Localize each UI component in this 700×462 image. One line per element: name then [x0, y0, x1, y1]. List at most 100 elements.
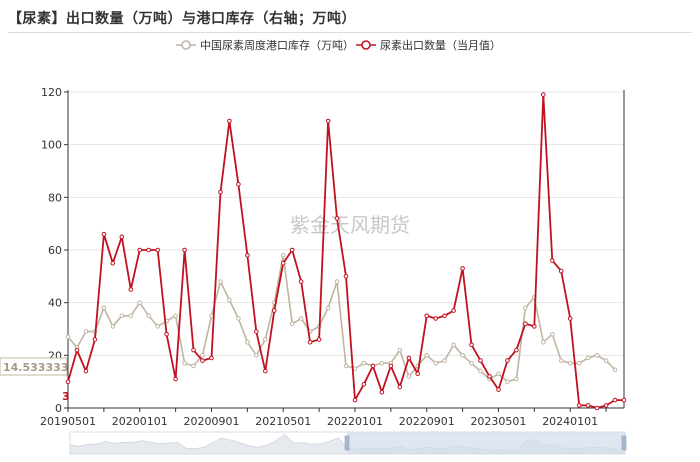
data-point — [460, 353, 465, 358]
data-point — [227, 118, 232, 124]
data-point — [137, 300, 142, 306]
data-point — [415, 371, 421, 377]
grid — [68, 91, 624, 356]
data-point — [514, 376, 519, 382]
data-point — [343, 274, 349, 279]
data-point — [505, 358, 510, 363]
y-tick-label: 40 — [48, 297, 62, 310]
data-point — [298, 279, 304, 284]
data-point — [119, 234, 125, 240]
series-lines — [65, 92, 627, 411]
legend-marker — [181, 40, 191, 50]
data-point — [343, 363, 349, 369]
data-point — [397, 347, 403, 353]
left-pointer-label: 14.533333 — [3, 361, 68, 374]
legend-label: 尿素出口数量（当月值） — [380, 38, 501, 52]
data-point — [280, 260, 286, 266]
data-point — [298, 316, 304, 321]
data-point — [406, 374, 412, 379]
data-point — [406, 355, 412, 361]
slider-handle-left[interactable] — [344, 435, 350, 451]
data-point — [218, 189, 223, 195]
x-tick-label: 20210501 — [255, 415, 311, 428]
data-point — [209, 355, 214, 361]
data-point — [612, 367, 618, 373]
data-point — [478, 358, 483, 363]
x-tick-label: 20200101 — [112, 415, 168, 428]
data-point — [594, 405, 600, 411]
data-point — [379, 389, 385, 395]
x-tick-label: 20230501 — [470, 415, 526, 428]
data-point — [433, 316, 439, 321]
data-point — [263, 337, 268, 342]
data-point — [496, 387, 501, 392]
data-point — [433, 360, 439, 366]
data-point — [550, 258, 555, 263]
legend[interactable]: 中国尿素周度港口库存（万吨） 尿素出口数量（当月值） — [176, 38, 501, 52]
data-point — [532, 324, 537, 329]
watermark-text: 紫金天风期货 — [290, 213, 410, 237]
data-point — [334, 216, 340, 221]
data-point — [110, 324, 116, 329]
data-point — [541, 92, 546, 97]
data-point — [289, 321, 295, 327]
data-point — [245, 339, 250, 345]
data-point — [128, 287, 134, 292]
data-point — [182, 247, 187, 253]
legend-item-inventory[interactable]: 中国尿素周度港口库存（万吨） — [176, 38, 354, 52]
data-point — [397, 384, 403, 390]
data-point — [307, 339, 313, 345]
x-tick-label: 20220101 — [327, 415, 383, 428]
slider-handle-right[interactable] — [621, 435, 627, 451]
data-point — [164, 332, 169, 337]
data-point — [245, 253, 250, 258]
data-point — [236, 181, 241, 187]
data-point — [173, 376, 178, 382]
data-point — [424, 313, 430, 319]
data-point — [65, 379, 71, 385]
data-point — [155, 247, 160, 253]
slider-selection[interactable] — [347, 432, 625, 454]
y-tick-label: 80 — [48, 191, 62, 204]
data-point — [523, 305, 528, 311]
data-point — [83, 368, 89, 374]
data-point — [585, 403, 591, 408]
data-point — [218, 279, 223, 284]
data-point — [316, 337, 322, 342]
datazoom-slider[interactable] — [69, 431, 627, 455]
data-point — [236, 316, 241, 321]
data-point — [200, 353, 205, 358]
left-pointer-box — [0, 357, 68, 376]
x-tick-label: 20240101 — [542, 415, 598, 428]
data-point — [594, 353, 600, 358]
data-point — [272, 308, 277, 313]
legend-marker — [361, 40, 371, 50]
data-point — [442, 313, 447, 319]
data-point — [253, 353, 259, 358]
data-point — [101, 231, 107, 237]
data-point — [352, 397, 358, 403]
data-point — [83, 329, 89, 334]
y-tick-label: 100 — [41, 139, 62, 152]
data-point — [191, 347, 196, 353]
data-point — [451, 308, 456, 313]
data-point — [370, 363, 376, 369]
legend-item-export[interactable]: 尿素出口数量（当月值） — [356, 38, 501, 52]
x-tick-label: 20220901 — [399, 415, 455, 428]
data-point — [352, 366, 358, 371]
data-point — [361, 360, 367, 366]
data-point — [567, 360, 573, 366]
data-point — [361, 382, 367, 387]
data-point — [155, 324, 160, 329]
data-point — [227, 297, 232, 303]
data-point — [173, 313, 178, 319]
data-point — [253, 329, 259, 334]
data-point — [379, 360, 385, 366]
data-point — [523, 321, 528, 327]
data-point — [146, 313, 151, 319]
data-point — [424, 353, 430, 358]
x-tick-label: 20200901 — [183, 415, 239, 428]
data-point — [128, 313, 134, 319]
